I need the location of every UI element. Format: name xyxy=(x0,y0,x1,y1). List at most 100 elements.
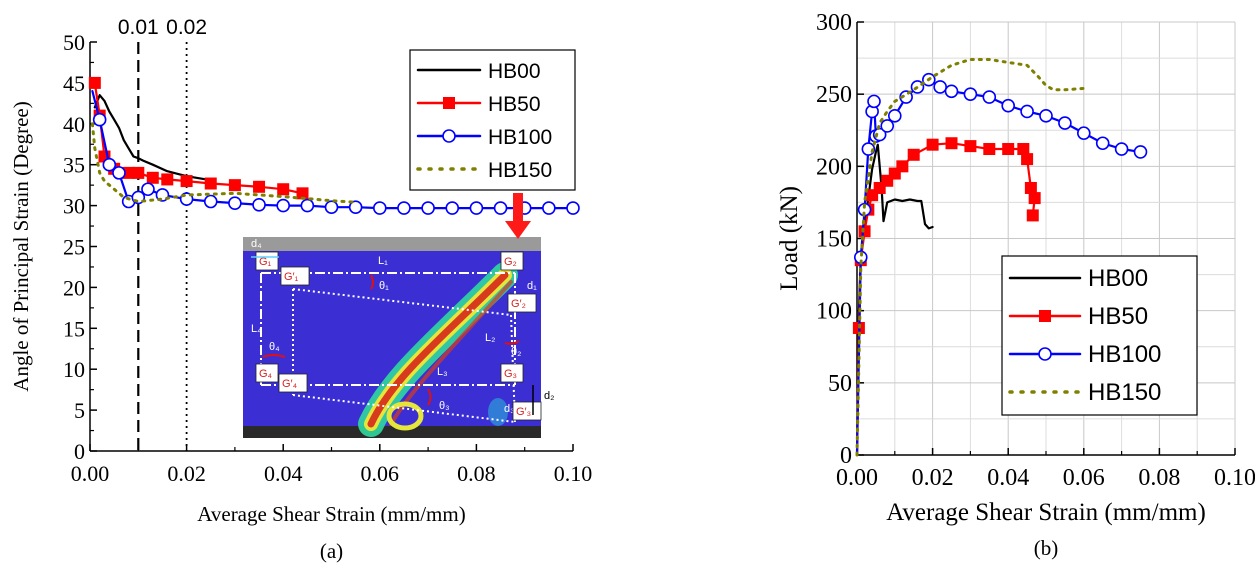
data-point-hb50 xyxy=(908,149,919,160)
y-tick-label: 30 xyxy=(63,194,85,219)
legend-marker-hb100 xyxy=(443,130,455,142)
panel-label: (b) xyxy=(1034,536,1059,560)
pointer-arrow-head xyxy=(505,221,531,239)
legend-label-hb100: HB100 xyxy=(1088,341,1161,368)
inset-label: L₄ xyxy=(251,323,262,335)
legend-label-hb00: HB00 xyxy=(488,60,541,83)
strain-field-inset-image: d₄L₁G₁G′₁θ₁G₂d₁G′₂L₄θ₄L₂θ₂L₃G₄G′₄θ₃G₃d₂d… xyxy=(243,193,554,438)
y-tick-label: 100 xyxy=(816,299,852,325)
data-point-hb50 xyxy=(927,139,938,150)
data-point-hb100 xyxy=(1135,146,1147,158)
inset-label: G′₂ xyxy=(511,298,526,310)
legend-label-hb150: HB150 xyxy=(1088,379,1161,406)
data-point-hb50 xyxy=(162,174,173,185)
y-tick-label: 50 xyxy=(828,371,852,397)
data-point-hb50 xyxy=(133,167,144,178)
data-point-hb100 xyxy=(277,200,289,212)
y-tick-label: 40 xyxy=(63,112,85,137)
data-point-hb50 xyxy=(965,141,976,152)
y-tick-label: 50 xyxy=(63,30,85,55)
pointer-arrow-shaft xyxy=(513,193,523,223)
x-axis-label: Average Shear Strain (mm/mm) xyxy=(197,502,465,526)
data-point-hb50 xyxy=(1018,144,1029,155)
y-tick-label: 5 xyxy=(74,398,85,423)
chart-b: 0.00 0.02 0.04 0.06 0.08 0.10 0 50 100 150 200 250 3… xyxy=(776,10,1255,560)
x-tick-label: 0.10 xyxy=(554,461,593,486)
data-point-hb100 xyxy=(495,202,507,214)
inset-label: G′₁ xyxy=(284,271,299,283)
legend-marker-hb100 xyxy=(1039,348,1051,360)
inset-bottom-bar xyxy=(243,426,541,438)
data-point-hb50 xyxy=(897,161,908,172)
data-point-hb100 xyxy=(374,202,386,214)
panel-label: (a) xyxy=(320,539,343,563)
data-point-hb50 xyxy=(1025,182,1036,193)
data-point-hb100 xyxy=(142,183,154,195)
inset-label: G₄ xyxy=(259,368,273,380)
y-tick-label: 10 xyxy=(63,357,85,382)
inset-label: G′₃ xyxy=(516,406,531,418)
inset-label: θ₁ xyxy=(379,280,389,292)
data-point-hb50 xyxy=(984,144,995,155)
data-point-hb100 xyxy=(1021,105,1033,117)
data-point-hb100 xyxy=(301,200,313,212)
inset-label: G₁ xyxy=(259,256,272,268)
x-tick-label: 0.02 xyxy=(167,461,206,486)
top-tick-label: 0.01 xyxy=(118,16,159,39)
x-tick-label: 0.08 xyxy=(1138,465,1180,491)
y-tick-label: 0 xyxy=(74,439,85,464)
top-tick-label: 0.02 xyxy=(166,16,207,39)
inset-label: d₄ xyxy=(251,238,262,250)
legend-label-hb50: HB50 xyxy=(488,93,541,116)
y-tick-label: 300 xyxy=(816,10,852,36)
inset-label: G₂ xyxy=(504,256,517,268)
data-point-hb50 xyxy=(89,77,100,88)
y-tick-label: 35 xyxy=(63,153,85,178)
data-point-hb50 xyxy=(205,178,216,189)
y-tick-label: 25 xyxy=(63,235,85,260)
legend-label-hb100: HB100 xyxy=(488,126,552,149)
data-point-hb100 xyxy=(326,201,338,213)
data-point-hb100 xyxy=(1078,127,1090,139)
data-point-hb100 xyxy=(889,110,901,122)
inset-label: G′₄ xyxy=(282,378,298,390)
data-point-hb50 xyxy=(1003,144,1014,155)
x-tick-label: 0.04 xyxy=(987,465,1029,491)
data-point-hb100 xyxy=(205,196,217,208)
x-tick-label: 0.00 xyxy=(71,461,110,486)
data-point-hb100 xyxy=(229,197,241,209)
data-point-hb50 xyxy=(181,176,192,187)
legend-label-hb00: HB00 xyxy=(1088,265,1148,292)
y-tick-label: 250 xyxy=(816,82,852,108)
legend-marker-hb50 xyxy=(444,98,455,109)
inset-label: θ₄ xyxy=(269,341,280,353)
data-point-hb100 xyxy=(964,88,976,100)
data-point-hb100 xyxy=(470,202,482,214)
data-point-hb100 xyxy=(113,167,125,179)
x-tick-label: 0.06 xyxy=(1063,465,1105,491)
legend-label-hb150: HB150 xyxy=(488,159,552,182)
x-tick-label: 0.04 xyxy=(264,461,303,486)
data-point-hb100 xyxy=(1116,143,1128,155)
inset-label: θ₃ xyxy=(439,400,450,412)
data-point-hb50 xyxy=(946,138,957,149)
inset-top-bar xyxy=(243,237,541,251)
inset-label: L₁ xyxy=(378,255,388,267)
x-tick-label: 0.06 xyxy=(361,461,400,486)
data-point-hb100 xyxy=(983,91,995,103)
inset-label: θ₂ xyxy=(511,346,521,358)
data-point-hb50 xyxy=(229,180,240,191)
data-point-hb50 xyxy=(1022,154,1033,165)
x-tick-label: 0.10 xyxy=(1214,465,1255,491)
x-tick-label: 0.02 xyxy=(912,465,954,491)
inset-label: d₁ xyxy=(527,280,537,292)
data-point-hb100 xyxy=(398,202,410,214)
data-point-hb100 xyxy=(543,202,555,214)
data-point-hb100 xyxy=(94,114,106,126)
data-point-hb100 xyxy=(1097,137,1109,149)
data-point-hb100 xyxy=(253,199,265,211)
inset-label: d₂ xyxy=(544,390,554,402)
data-point-hb100 xyxy=(567,202,579,214)
data-point-hb50 xyxy=(859,226,870,237)
